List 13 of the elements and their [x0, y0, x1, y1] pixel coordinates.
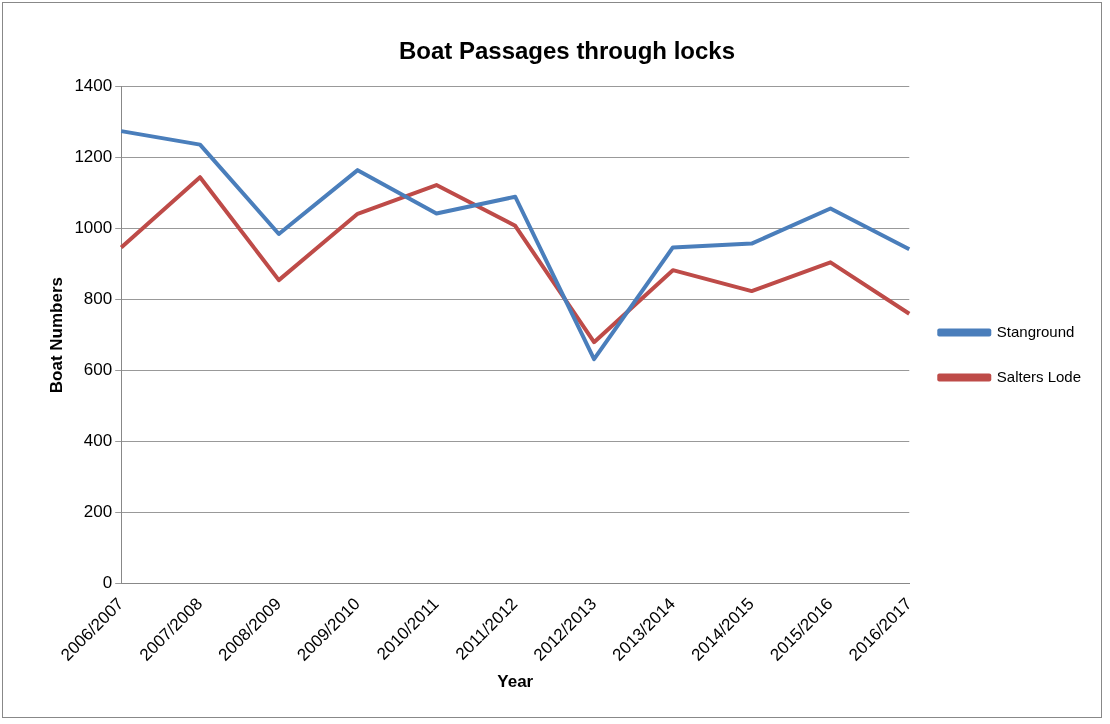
y-tick-label: 1400 [74, 76, 113, 96]
y-axis-title: Boat Numbers [46, 276, 66, 394]
x-axis-title: Year [497, 672, 534, 692]
y-tick-label: 400 [83, 431, 113, 451]
y-tick-label: 200 [83, 502, 113, 522]
chart-title: Boat Passages through locks [398, 37, 736, 65]
legend-label: Stanground [996, 322, 1075, 340]
y-tick-label: 600 [83, 360, 113, 380]
y-tick-label: 800 [83, 289, 113, 309]
y-tick-label: 0 [102, 573, 113, 593]
y-tick-label: 1200 [74, 147, 113, 167]
y-tick-label: 1000 [74, 218, 113, 238]
legend-label: Salters Lode [996, 367, 1082, 385]
